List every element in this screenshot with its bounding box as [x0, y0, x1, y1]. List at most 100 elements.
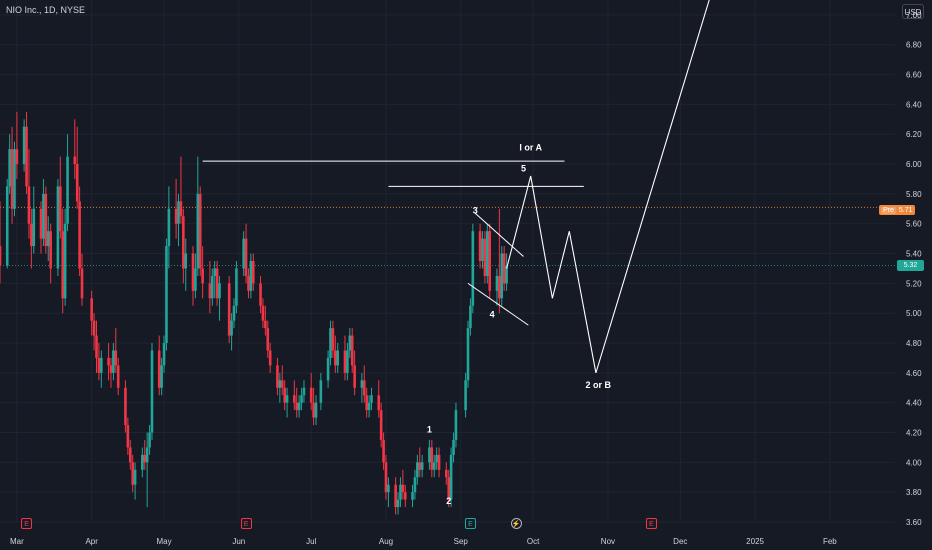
price-tick-label: 6.60	[906, 71, 922, 80]
candle-body	[143, 454, 147, 463]
earnings-marker[interactable]: E	[240, 518, 252, 529]
price-tick-label: 5.80	[906, 190, 922, 199]
time-tick-label: Dec	[673, 537, 687, 546]
candle-body	[367, 402, 371, 411]
candle-body	[201, 268, 204, 284]
candle-body	[469, 305, 472, 329]
candle-body	[13, 149, 16, 209]
price-tick-label: 6.80	[906, 41, 922, 50]
candle-body	[278, 380, 282, 388]
candle-body	[210, 275, 214, 299]
price-tick-label: 4.80	[906, 339, 922, 348]
time-tick-label: Apr	[85, 537, 98, 546]
candle-body	[126, 425, 130, 448]
price-axis[interactable]: 7.00 6.80 6.60 6.40 6.20 6.00 5.80 5.60 5.40 5.20…	[906, 11, 922, 527]
candle-body	[230, 320, 233, 336]
candle-body	[232, 305, 236, 321]
candle-body	[418, 462, 422, 470]
time-tick-label: Sep	[454, 537, 469, 546]
candle-body	[486, 231, 489, 276]
currency-button[interactable]: USD	[902, 4, 924, 19]
candle-body	[235, 268, 238, 306]
candle-body	[309, 387, 313, 403]
wave-drawings[interactable]	[202, 0, 710, 374]
candle-body	[61, 231, 65, 299]
candle-body	[100, 357, 103, 373]
candle-body	[167, 208, 171, 247]
earnings-marker[interactable]: E	[21, 518, 33, 529]
candle-body	[334, 350, 337, 366]
candle-body	[30, 223, 33, 247]
price-tick-label: 7.00	[906, 11, 922, 20]
premarket-label: Pre	[881, 206, 896, 214]
candle-body	[261, 305, 265, 321]
candle-body	[319, 380, 323, 403]
price-tick-label: 5.60	[906, 220, 922, 229]
candle-body	[264, 320, 267, 329]
trend-line	[467, 282, 529, 326]
candle-body	[449, 454, 453, 500]
candle-body	[365, 395, 368, 411]
candle-body	[145, 447, 149, 463]
candle-body	[75, 164, 79, 202]
candle-body	[430, 447, 434, 470]
candle-body	[5, 186, 9, 266]
candle-body	[182, 216, 185, 269]
candle-body	[314, 402, 318, 418]
candle-body	[295, 402, 299, 411]
earnings-marker[interactable]: E	[645, 518, 657, 529]
time-axis[interactable]: Mar Apr May Jun Jul Aug Sep Oct Nov Dec 2025 Feb	[10, 537, 837, 546]
time-tick-label: Nov	[601, 537, 615, 546]
candle-body	[379, 410, 383, 440]
candle-body	[25, 126, 28, 187]
time-tick-label: Oct	[527, 537, 540, 546]
candle-body	[399, 484, 402, 500]
candle-body	[148, 432, 151, 448]
candle-body	[343, 350, 347, 373]
candle-body	[466, 328, 470, 381]
time-tick-label: Mar	[10, 537, 24, 546]
candle-body	[242, 238, 245, 269]
candle-body	[32, 208, 36, 247]
candle-body	[247, 275, 250, 291]
candle-body	[353, 365, 356, 388]
candle-body	[444, 469, 448, 478]
price-tick-label: 3.60	[906, 518, 922, 527]
time-tick-label: May	[156, 537, 171, 546]
candle-body	[107, 357, 110, 366]
candle-body	[95, 335, 98, 358]
earnings-marker[interactable]: E	[464, 518, 476, 529]
candle-body	[63, 223, 67, 299]
candle-body	[165, 246, 168, 344]
candle-body	[478, 231, 482, 261]
candle-body	[276, 365, 279, 388]
price-tick-label: 5.00	[906, 309, 922, 318]
candle-body	[428, 447, 431, 463]
candle-body	[160, 365, 163, 388]
candle-body	[293, 395, 296, 403]
candle-body	[109, 365, 113, 373]
candle-body	[10, 149, 14, 209]
candle-body	[394, 484, 397, 508]
candle-body	[66, 156, 69, 224]
candle-body	[215, 268, 219, 299]
candle-body	[377, 395, 381, 411]
candle-body	[329, 328, 332, 358]
candle-body	[78, 201, 81, 269]
wave-label: 2	[446, 496, 451, 506]
candle-body	[384, 462, 388, 493]
candle-body	[370, 395, 373, 403]
candle-body	[362, 380, 366, 396]
candle-body	[268, 350, 272, 366]
candle-body	[283, 387, 286, 403]
candle-body	[483, 238, 487, 276]
candle-body	[382, 439, 385, 463]
candle-body	[259, 283, 262, 306]
candle-body	[331, 328, 335, 351]
candle-body	[196, 193, 200, 269]
candle-body	[73, 156, 77, 165]
dividend-split-marker[interactable]: ⚡	[510, 518, 522, 529]
time-tick-label: 2025	[746, 537, 764, 546]
price-tick-label: 3.80	[906, 488, 922, 497]
